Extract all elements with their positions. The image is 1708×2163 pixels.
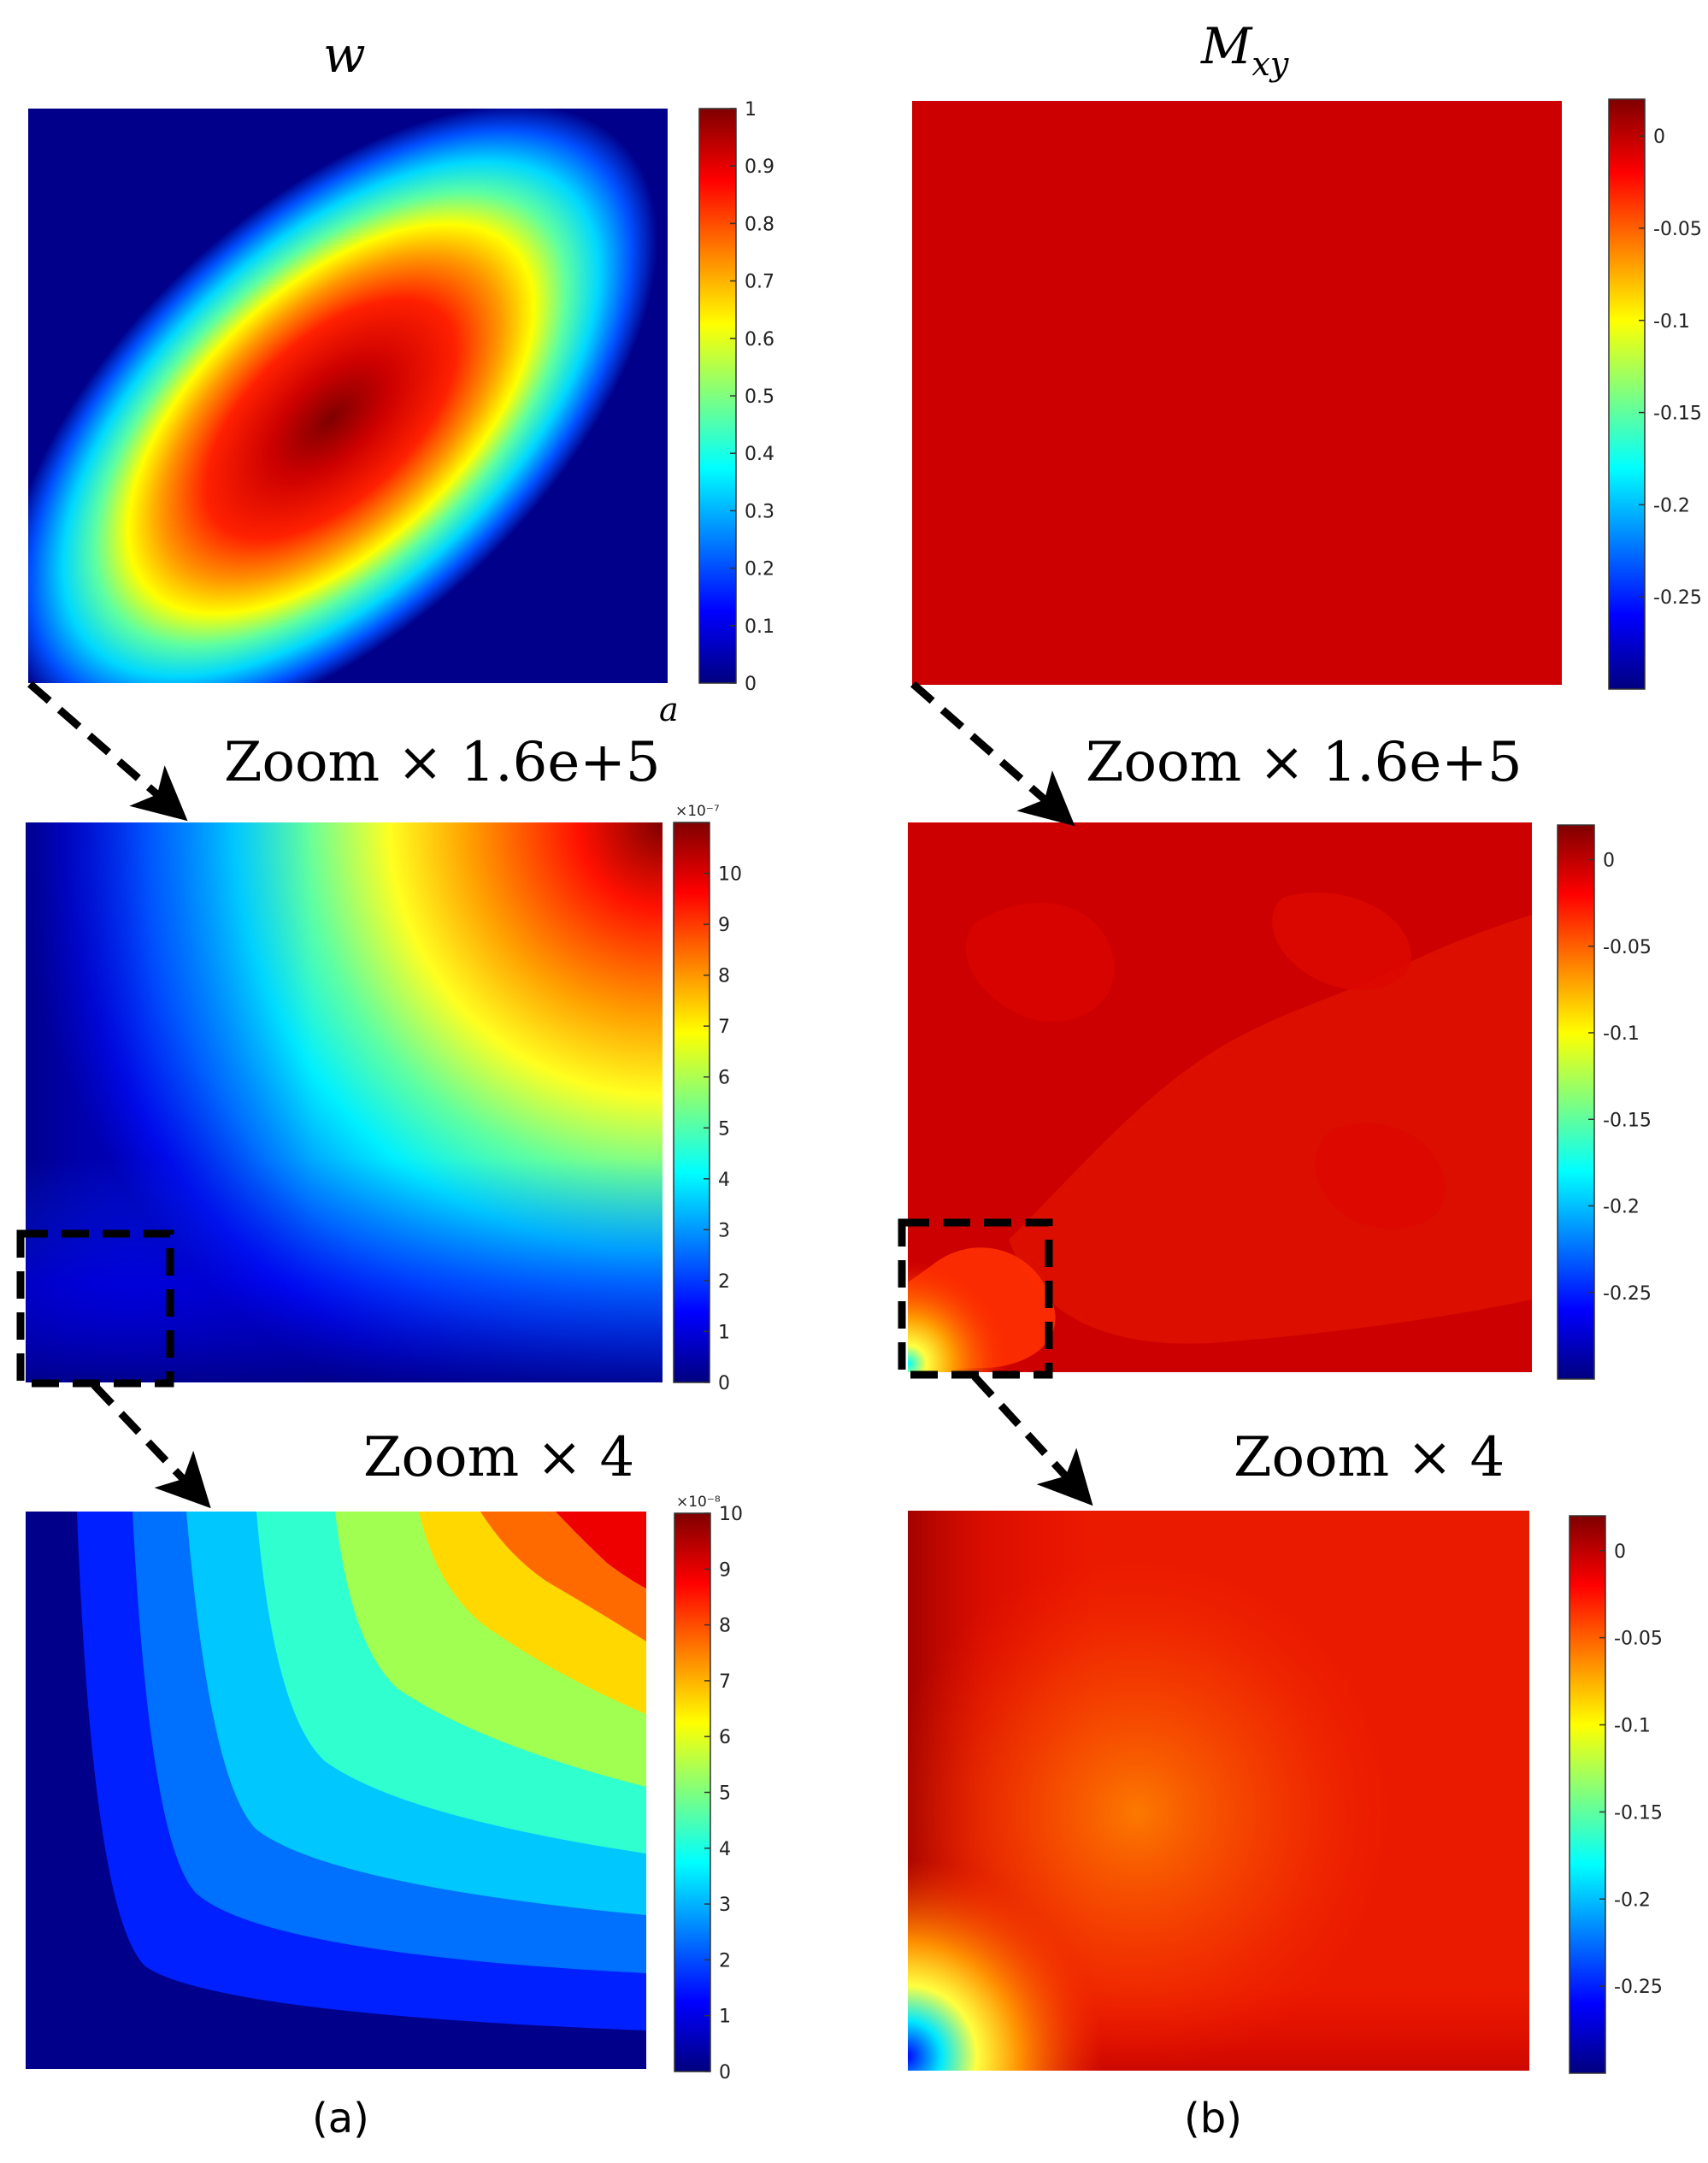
colorbar-tick-label: -0.05 — [1603, 937, 1652, 958]
colorbar-tick-label: 6 — [719, 1727, 731, 1748]
colorbar-tick-label: -0.1 — [1614, 1716, 1651, 1737]
title-mxy: Mxy — [1201, 17, 1288, 83]
colorbar-tick-label: 9 — [718, 915, 730, 936]
mxy-zoom1-contour-band — [1009, 915, 1532, 1344]
arrow-mxy-full-to-zoom1 — [910, 681, 1075, 827]
colorbar-tick-label: -0.25 — [1653, 587, 1702, 609]
panel-w-full — [28, 109, 668, 683]
colorbar-gradient — [1608, 98, 1646, 690]
colorbar-tick-label: 5 — [718, 1118, 730, 1140]
title-w: w — [323, 26, 366, 84]
colorbar-mxy-full: 0 -0.05 -0.1 -0.15 -0.2 -0.25 — [1608, 98, 1702, 690]
colorbar-gradient — [1569, 1515, 1606, 2074]
colorbar-w-zoom1: 0 1 2 3 4 5 6 7 8 9 10 ×10⁻⁷ — [673, 803, 742, 1394]
colorbar-exponent: ×10⁻⁸ — [676, 1494, 721, 1511]
colorbar-tick-label: -0.1 — [1653, 311, 1690, 333]
panel-w-zoom1 — [26, 822, 663, 1382]
panel-w-zoom2 — [26, 1512, 646, 2069]
panel-mxy-full — [912, 101, 1562, 685]
mxy-full-field — [912, 101, 1562, 685]
colorbar-tick-label: 1 — [718, 1322, 730, 1343]
arrow-mxy-zoom1-to-zoom2 — [971, 1373, 1093, 1506]
caption-b: (b) — [1184, 2095, 1242, 2142]
colorbar-tick-label: 1 — [719, 2007, 731, 2028]
colorbar-tick-label: 3 — [718, 1220, 730, 1241]
colorbar-tick-label: 6 — [718, 1068, 730, 1089]
colorbar-exponent: ×10⁻⁷ — [675, 803, 720, 820]
colorbar-tick-label: -0.15 — [1614, 1802, 1663, 1824]
colorbar-tick-label: -0.2 — [1653, 495, 1690, 516]
caption-a: (a) — [312, 2095, 369, 2142]
title-mxy-subscript: xy — [1252, 45, 1289, 83]
colorbar-tick-label: -0.2 — [1614, 1889, 1651, 1911]
colorbar-tick-label: 9 — [719, 1559, 731, 1581]
mxy-zoom1-corner-peak — [908, 1248, 1062, 1372]
colorbar-mxy-zoom2: 0 -0.05 -0.1 -0.15 -0.2 -0.25 — [1569, 1515, 1663, 2074]
colorbar-tick-label: 2 — [718, 1271, 730, 1293]
axis-letter-a: a — [659, 691, 679, 728]
mxy-zoom1-blob — [1272, 892, 1412, 990]
colorbar-tick-label: 0.1 — [745, 616, 774, 638]
colorbar-tick-label: -0.25 — [1614, 1977, 1663, 1998]
w-zoom2-band-8 — [556, 1512, 646, 1588]
mxy-zoom1-blob — [1315, 1123, 1446, 1229]
colorbar-tick-label: 0.5 — [745, 386, 774, 408]
w-zoom1-bottom-shade — [26, 822, 663, 1382]
colorbar-tick-label: 0 — [719, 2062, 731, 2083]
zoom-box-w — [16, 1229, 174, 1388]
colorbar-gradient — [698, 108, 737, 684]
colorbar-tick-label: 0.6 — [745, 329, 774, 351]
colorbar-tick-label: 0 — [1653, 127, 1665, 148]
colorbar-w-full: 0 0.1 0.2 0.3 0.4 0.5 0.6 0.7 0.8 0.9 1 — [698, 99, 774, 695]
colorbar-tick-label: -0.2 — [1603, 1197, 1640, 1218]
colorbar-tick-label: 2 — [719, 1950, 731, 1971]
colorbar-gradient — [1557, 824, 1595, 1380]
zoom-label-w-mid: Zoom × 1.6e+5 — [224, 731, 661, 794]
colorbar-tick-label: 0.3 — [745, 501, 774, 522]
zoom-indicators — [16, 681, 1093, 1509]
colorbar-gradient — [673, 822, 710, 1383]
arrow-w-zoom1-to-zoom2 — [91, 1382, 211, 1509]
colorbar-tick-label: 0 — [745, 674, 757, 695]
colorbar-tick-label: 0 — [1614, 1541, 1626, 1563]
colorbar-tick-label: 0 — [718, 1373, 730, 1394]
colorbar-tick-label: 10 — [718, 864, 742, 886]
colorbar-tick-label: 0.8 — [745, 214, 774, 235]
colorbar-tick-label: -0.05 — [1614, 1629, 1663, 1650]
colorbar-tick-label: 3 — [719, 1895, 731, 1916]
mxy-zoom2-corner-peak — [908, 1838, 1147, 2071]
title-mxy-main: M — [1201, 17, 1252, 75]
w-displacement-field — [28, 109, 658, 683]
colorbar-tick-label: 8 — [719, 1616, 731, 1637]
zoom-label-mxy-mid: Zoom × 1.6e+5 — [1086, 731, 1522, 794]
colorbar-tick-label: -0.25 — [1603, 1283, 1652, 1305]
colorbar-tick-label: 5 — [719, 1783, 731, 1805]
panel-mxy-zoom2 — [908, 1511, 1529, 2071]
zoom-label-mxy-bottom: Zoom × 4 — [1234, 1426, 1505, 1489]
colorbar-w-zoom2: 0 1 2 3 4 5 6 7 8 9 10×10⁻⁸ — [674, 1494, 743, 2083]
colorbar-tick-label: -0.15 — [1653, 404, 1702, 425]
colorbar-tick-label: 1 — [745, 99, 757, 121]
colorbar-tick-label: 0.4 — [745, 444, 774, 465]
colorbar-tick-label: 10 — [719, 1504, 743, 1525]
colorbar-tick-label: 8 — [718, 966, 730, 987]
zoom-label-w-bottom: Zoom × 4 — [363, 1426, 635, 1489]
colorbar-mxy-zoom1: 0 -0.05 -0.1 -0.15 -0.2 -0.25 — [1557, 824, 1652, 1380]
colorbar-tick-label: -0.05 — [1653, 219, 1702, 240]
colorbar-tick-label: 0.2 — [745, 559, 774, 581]
colorbar-tick-label: 4 — [719, 1839, 731, 1860]
colorbar-tick-label: -0.1 — [1603, 1023, 1640, 1045]
colorbar-tick-label: 4 — [718, 1170, 730, 1191]
zoom-box-mxy — [898, 1218, 1053, 1379]
colorbar-tick-label: 0 — [1603, 851, 1615, 872]
colorbar-tick-label: 7 — [718, 1017, 730, 1038]
panel-mxy-zoom1 — [908, 822, 1532, 1372]
colorbar-tick-label: -0.15 — [1603, 1110, 1652, 1131]
colorbar-tick-label: 0.9 — [745, 156, 774, 178]
colorbar-tick-label: 7 — [719, 1671, 731, 1693]
colorbar-tick-label: 0.7 — [745, 272, 774, 293]
mxy-zoom1-blob — [965, 903, 1115, 1023]
arrow-w-full-to-zoom1 — [27, 681, 188, 822]
